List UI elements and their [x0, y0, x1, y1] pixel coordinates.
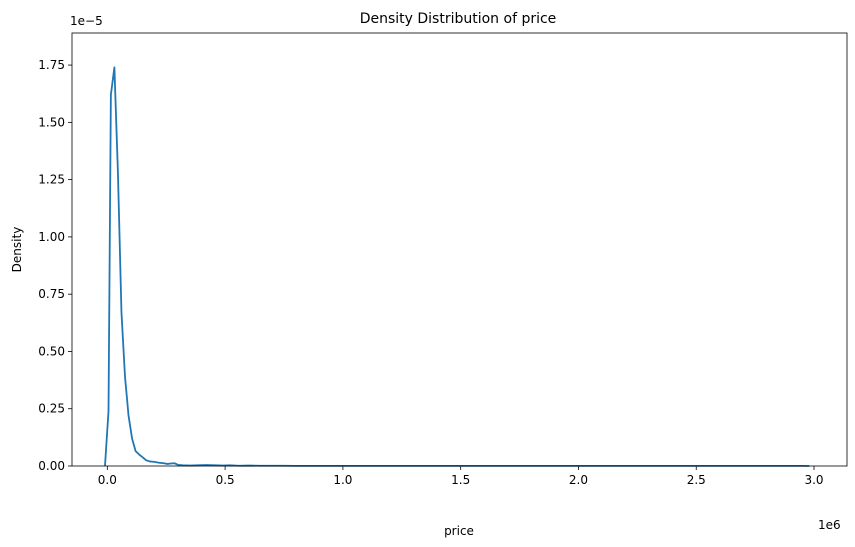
x-tick-label: 1.5	[451, 473, 470, 487]
y-tick-label: 1.00	[38, 230, 65, 244]
x-tick-label: 0.5	[216, 473, 235, 487]
y-tick-label: 1.50	[38, 115, 65, 129]
x-tick-label: 3.0	[804, 473, 823, 487]
y-tick-label: 0.00	[38, 459, 65, 473]
x-offset-label: 1e6	[818, 518, 841, 532]
x-tick-label: 0.0	[98, 473, 117, 487]
y-axis-label: Density	[10, 227, 24, 273]
y-tick-label: 1.75	[38, 58, 65, 72]
axes-frame	[71, 32, 848, 467]
y-tick-label: 0.75	[38, 287, 65, 301]
y-tick-label: 0.50	[38, 344, 65, 358]
x-tick-label: 1.0	[333, 473, 352, 487]
y-tick-label: 1.25	[38, 173, 65, 187]
chart-title: Density Distribution of price	[360, 11, 557, 27]
x-tick-label: 2.5	[687, 473, 706, 487]
x-tick-label: 2.0	[569, 473, 588, 487]
y-offset-label: 1e−5	[70, 14, 103, 28]
y-axis-ticks: 0.00 0.25 0.50 0.75 1.00 1.25 1.50 1.75	[38, 58, 72, 473]
y-tick-label: 0.25	[38, 402, 65, 416]
x-axis-label: price	[444, 524, 474, 538]
x-axis-ticks: 0.0 0.5 1.0 1.5 2.0 2.5 3.0	[98, 466, 824, 487]
